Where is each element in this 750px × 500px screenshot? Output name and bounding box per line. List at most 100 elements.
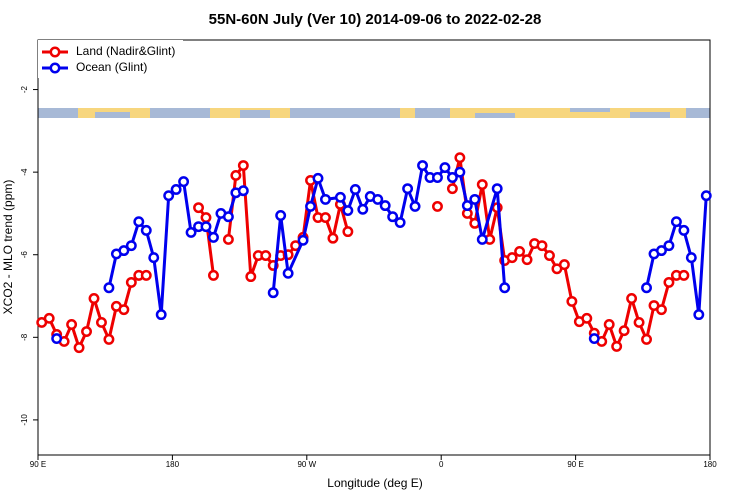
data-point	[626, 293, 638, 304]
data-point	[544, 250, 555, 262]
map-strip	[38, 108, 710, 118]
data-point	[700, 190, 712, 202]
data-point	[588, 333, 600, 345]
data-point	[641, 282, 652, 294]
data-point	[514, 245, 526, 257]
data-point	[103, 282, 115, 294]
data-point	[439, 162, 451, 174]
data-point	[581, 312, 593, 324]
data-point	[297, 234, 309, 246]
data-point	[476, 233, 488, 245]
data-point	[633, 316, 645, 328]
data-point	[237, 185, 249, 197]
data-point	[73, 342, 85, 354]
y-axis-label: XCO2 - MLO trend (ppm)	[1, 180, 15, 315]
x-axis-label: Longitude (deg E)	[327, 476, 422, 490]
data-point	[678, 224, 690, 236]
data-point	[118, 245, 130, 257]
y-tick-label: -8	[20, 333, 29, 341]
data-point	[432, 200, 443, 212]
data-point	[208, 269, 219, 281]
data-point	[222, 211, 234, 223]
data-point	[461, 200, 473, 212]
data-point	[275, 210, 287, 221]
data-point	[394, 217, 406, 228]
data-point	[237, 160, 249, 171]
data-point	[357, 203, 369, 215]
legend-box	[38, 40, 183, 78]
x-tick-label: 180	[166, 460, 180, 469]
data-point	[125, 276, 137, 288]
data-point	[558, 259, 570, 271]
data-point	[566, 295, 578, 307]
data-point	[320, 193, 331, 205]
data-point	[327, 232, 339, 244]
data-point	[230, 169, 242, 181]
y-tick-label: -2	[20, 85, 29, 93]
data-point	[663, 240, 675, 252]
data-point	[155, 309, 167, 321]
data-point	[103, 333, 115, 345]
data-point	[125, 240, 137, 252]
data-point	[334, 191, 346, 203]
data-point	[409, 200, 421, 212]
data-point	[260, 250, 272, 262]
data-point	[521, 254, 533, 266]
data-point	[611, 340, 623, 352]
data-point	[417, 160, 428, 171]
legend-label: Land (Nadir&Glint)	[76, 44, 175, 58]
legend-label: Ocean (Glint)	[76, 60, 147, 74]
data-point	[118, 304, 130, 316]
x-tick-label: 180	[703, 460, 717, 469]
data-point	[491, 183, 503, 195]
data-point	[454, 166, 466, 178]
data-point	[305, 200, 316, 212]
data-point	[222, 233, 234, 245]
x-tick-label: 90 W	[297, 460, 316, 469]
data-point	[446, 183, 458, 195]
data-point	[469, 193, 481, 205]
data-point	[43, 312, 55, 324]
data-point	[372, 193, 384, 205]
data-point	[88, 293, 100, 304]
data-point	[178, 176, 190, 188]
data-point	[170, 184, 182, 195]
data-point	[66, 319, 78, 330]
data-point	[200, 212, 212, 224]
data-point	[81, 326, 92, 337]
data-point	[387, 211, 399, 223]
data-point	[342, 205, 354, 216]
data-point	[200, 221, 212, 233]
chart-title: 55N-60N July (Ver 10) 2014-09-06 to 2022…	[209, 11, 542, 28]
data-point	[245, 271, 257, 283]
data-point	[267, 287, 279, 299]
data-point	[670, 216, 682, 228]
data-point	[454, 152, 466, 164]
data-point	[163, 190, 175, 202]
data-point	[656, 245, 667, 257]
data-point	[320, 212, 331, 224]
data-point	[446, 172, 458, 183]
data-point	[693, 309, 705, 321]
data-point	[193, 202, 204, 214]
data-point	[133, 216, 145, 228]
y-tick-label: -6	[20, 251, 29, 259]
data-point	[618, 325, 630, 337]
data-point	[349, 184, 361, 195]
data-point	[536, 240, 548, 252]
x-tick-label: 90 E	[567, 460, 583, 469]
x-tick-label: 90 E	[30, 460, 46, 469]
data-point	[506, 252, 518, 264]
data-point	[185, 226, 197, 238]
data-point	[641, 333, 652, 345]
data-point	[51, 333, 63, 345]
data-point	[312, 172, 324, 184]
data-point	[140, 269, 152, 281]
data-point	[603, 319, 615, 330]
data-point	[678, 269, 690, 281]
legend-marker	[49, 62, 61, 74]
data-point	[379, 200, 391, 212]
data-point	[663, 276, 675, 288]
y-tick-label: -4	[20, 168, 29, 176]
